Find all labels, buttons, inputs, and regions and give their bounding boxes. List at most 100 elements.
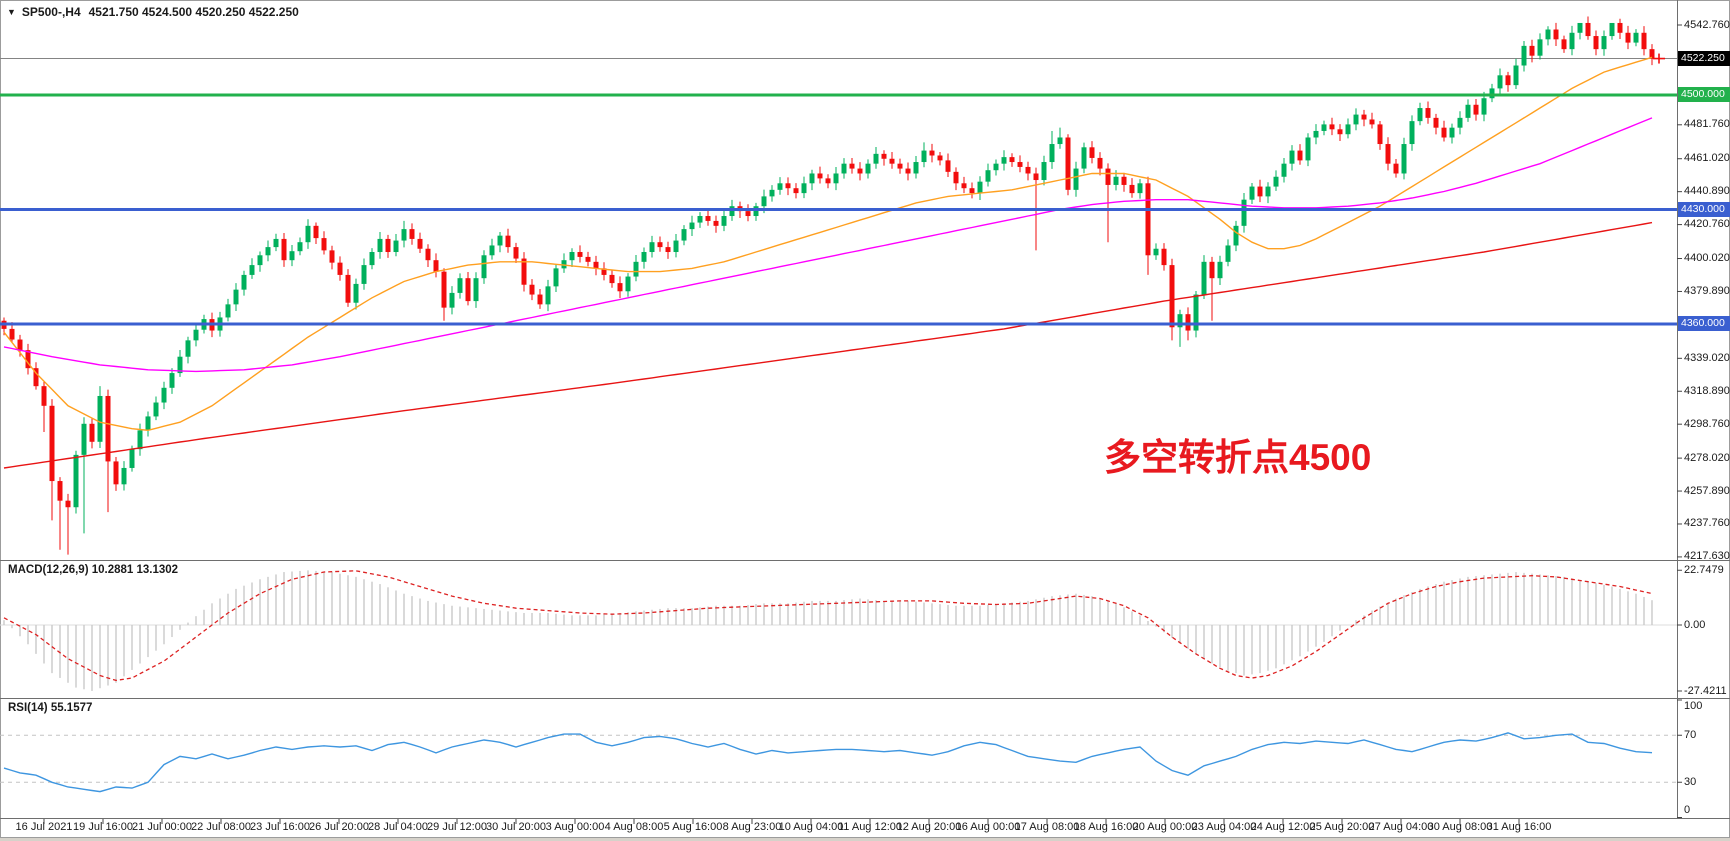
candle-body <box>1001 157 1007 164</box>
candle-body <box>825 178 831 184</box>
candle-body <box>1569 32 1575 50</box>
date-label: 11 Aug 12:00 <box>837 821 903 833</box>
hline-price-label[interactable]: 4360.000 <box>1678 316 1730 332</box>
candle-body <box>345 274 351 303</box>
candle-body <box>473 278 479 302</box>
candle-body <box>1145 183 1151 256</box>
candle-body <box>1497 75 1503 89</box>
candle-body <box>1337 129 1343 135</box>
ma-slow-line <box>3 221 1653 469</box>
candle-body <box>537 294 543 305</box>
candle-body <box>817 173 823 179</box>
candle-body <box>1161 248 1167 266</box>
macd-tick-label: 0.00 <box>1684 618 1706 631</box>
candle-body <box>1561 39 1567 50</box>
candle-body <box>1233 225 1239 246</box>
candle-body <box>1633 32 1639 43</box>
candle-body <box>993 163 999 171</box>
candle-body <box>913 162 919 174</box>
current-price-label: 4522.250 <box>1678 51 1730 67</box>
candle-body <box>1393 163 1399 174</box>
hline-price-label[interactable]: 4430.000 <box>1678 201 1730 217</box>
candle-body <box>889 158 895 164</box>
candle-body <box>529 284 535 295</box>
candle-body <box>929 150 935 156</box>
candle-body <box>1321 124 1327 131</box>
candle-body <box>1193 294 1199 331</box>
candle-body <box>521 258 527 285</box>
candle-body <box>569 252 575 261</box>
date-label: 5 Aug 16:00 <box>663 821 723 833</box>
candle-body <box>1529 45 1535 56</box>
price-tick-label: 4318.890 <box>1684 384 1730 397</box>
candle-body <box>705 216 711 221</box>
price-tick-label: 4339.020 <box>1684 351 1730 364</box>
candle-body <box>401 229 407 241</box>
candle-body <box>1369 119 1375 125</box>
candle-body <box>377 238 383 253</box>
date-label: 27 Aug 04:00 <box>1368 821 1434 833</box>
candle-body <box>1033 173 1039 181</box>
date-label: 8 Aug 23:00 <box>722 821 782 833</box>
candle-body <box>785 183 791 189</box>
candle-body <box>1617 22 1623 33</box>
candle-body <box>1641 32 1647 50</box>
candle-body <box>465 278 471 302</box>
candle-body <box>1297 150 1303 161</box>
candle-body <box>689 222 695 230</box>
candle-body <box>865 163 871 174</box>
candle-body <box>1121 176 1127 185</box>
candle-body <box>1449 127 1455 138</box>
candle-body <box>1081 147 1087 169</box>
price-tick-label: 4461.020 <box>1684 152 1730 165</box>
candle-body <box>761 196 767 207</box>
candle-body <box>1433 117 1439 128</box>
candle-body <box>257 255 263 266</box>
candle-body <box>409 229 415 239</box>
date-label: 20 Aug 00:00 <box>1132 821 1198 833</box>
candle-body <box>857 168 863 174</box>
candle-body <box>1425 108 1431 118</box>
candle-body <box>361 265 367 284</box>
candle-body <box>697 216 703 223</box>
chart-dropdown-icon[interactable]: ▼ <box>7 7 16 17</box>
candle-body <box>137 430 143 450</box>
candle-body <box>561 260 567 269</box>
candle-body <box>33 368 39 387</box>
candle-body <box>289 251 295 261</box>
chart-annotation-text: 多空转折点4500 <box>1104 437 1372 478</box>
candle-body <box>945 160 951 172</box>
candle-body <box>185 340 191 357</box>
date-label: 19 Jul 16:00 <box>73 821 133 833</box>
candle-body <box>505 235 511 248</box>
candle-body <box>89 423 95 442</box>
candle-body <box>1249 186 1255 200</box>
macd-tick-label: -27.4211 <box>1684 684 1727 697</box>
candle-body <box>977 181 983 194</box>
candle-body <box>25 350 31 369</box>
candle-body <box>337 262 343 275</box>
date-label: 29 Jul 12:00 <box>427 821 487 833</box>
candle-body <box>305 225 311 243</box>
date-label: 16 Jul 2021 <box>15 821 73 833</box>
candle-body <box>1609 22 1615 37</box>
candle-body <box>193 329 199 341</box>
candle-body <box>489 245 495 256</box>
candle-body <box>937 155 943 161</box>
candle-body <box>961 183 967 189</box>
candle-body <box>625 276 631 292</box>
candle-body <box>433 260 439 272</box>
candle-body <box>745 211 751 217</box>
candle-body <box>17 339 23 351</box>
candle-body <box>809 173 815 184</box>
candle-body <box>353 283 359 303</box>
hline-price-label[interactable]: 4500.000 <box>1678 87 1730 103</box>
candle-body <box>1113 176 1119 185</box>
candle-body <box>1585 22 1591 37</box>
candle-body <box>753 206 759 217</box>
price-tick-label: 4440.890 <box>1684 185 1730 198</box>
candle-body <box>1313 130 1319 138</box>
candle-body <box>1129 184 1135 194</box>
